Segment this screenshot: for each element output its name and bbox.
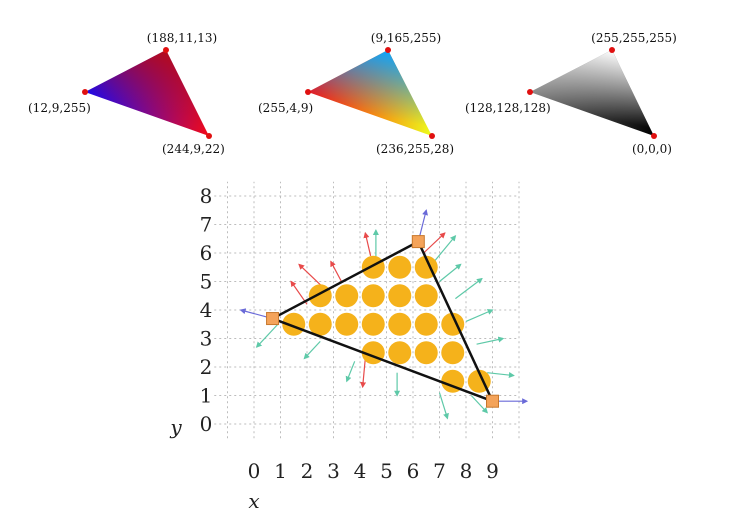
vertex-dot: [163, 47, 169, 53]
normal-arrow: [303, 340, 321, 360]
covered-pixel: [414, 341, 438, 365]
y-tick-label: 4: [200, 298, 213, 322]
y-tick-label: 5: [200, 270, 213, 294]
vertex-dot: [82, 89, 88, 95]
normal-arrow: [433, 234, 457, 262]
y-tick-label: 3: [200, 327, 213, 351]
x-axis-label: x: [248, 489, 259, 513]
x-tick-label: 5: [380, 459, 393, 483]
covered-pixel: [388, 341, 412, 365]
triangle-vertices: [266, 235, 499, 408]
covered-pixel: [388, 312, 412, 336]
y-tick-label: 2: [200, 355, 213, 379]
triangle-outline: [271, 240, 494, 403]
covered-pixels: [282, 255, 491, 393]
y-tick-label: 6: [200, 241, 213, 265]
x-tick-label: 1: [274, 459, 287, 483]
covered-pixel: [361, 284, 385, 308]
normal-arrow: [455, 277, 483, 300]
normal-arrow: [255, 323, 279, 348]
vertex-label-left: (12,9,255): [28, 101, 91, 115]
x-tick-label: 4: [354, 459, 367, 483]
y-tick-label: 8: [200, 184, 213, 208]
x-tick-label: 3: [327, 459, 340, 483]
grayscale-gradient-triangle: (255,255,255) (128,128,128) (0,0,0): [465, 31, 677, 156]
triangle-vertex-marker: [266, 312, 280, 326]
vertex-dot: [429, 133, 435, 139]
covered-pixel: [335, 284, 359, 308]
vertex-label-left: (128,128,128): [465, 101, 551, 115]
triangle-vertex-marker: [411, 235, 425, 249]
vertex-dot: [385, 47, 391, 53]
covered-pixel: [388, 255, 412, 279]
covered-pixel: [308, 312, 332, 336]
vertex-label-top: (9,165,255): [371, 31, 441, 45]
vertex-dot: [206, 133, 212, 139]
covered-pixel: [441, 341, 465, 365]
covered-pixel: [388, 284, 412, 308]
normal-arrow: [470, 395, 489, 414]
covered-pixel: [414, 312, 438, 336]
covered-pixel: [361, 255, 385, 279]
vertex-label-right: (236,255,28): [376, 142, 454, 156]
triangle-fill-overlay: [308, 50, 432, 136]
x-tick-label: 2: [301, 459, 314, 483]
covered-pixel: [308, 284, 332, 308]
vertex-dot: [527, 89, 533, 95]
vertex-label-right: (0,0,0): [632, 142, 672, 156]
triangle-vertex-marker: [486, 394, 499, 408]
vertex-label-top: (188,11,13): [147, 31, 217, 45]
covered-pixel: [361, 312, 385, 336]
vertex-label-right: (244,9,22): [162, 142, 225, 156]
y-tick-label: 1: [200, 384, 213, 408]
vertex-dot: [609, 47, 615, 53]
x-tick-label: 7: [433, 459, 446, 483]
covered-pixel: [414, 284, 438, 308]
normal-arrow: [360, 358, 367, 389]
triangle-fill-overlay: [530, 50, 654, 136]
covered-pixel: [441, 369, 465, 393]
x-tick-label: 8: [460, 459, 473, 483]
x-tick-label: 6: [407, 459, 420, 483]
y-axis-ticks: 0 1 2 3 4 5 6 7 8: [200, 184, 213, 436]
pixel-grid: [214, 181, 520, 439]
rgb-gradient-triangle: (188,11,13) (12,9,255) (244,9,22): [28, 31, 225, 156]
y-tick-label: 0: [200, 412, 213, 436]
vertex-label-top: (255,255,255): [591, 31, 677, 45]
normal-arrow: [438, 392, 449, 420]
rainbow-gradient-triangle: (9,165,255) (255,4,9) (236,255,28): [258, 31, 454, 156]
normal-arrow: [298, 263, 324, 288]
normal-arrow: [345, 361, 356, 383]
vertex-dot: [651, 133, 657, 139]
normal-arrow: [330, 260, 342, 282]
x-tick-label: 9: [486, 459, 499, 483]
normal-arrow: [439, 263, 462, 282]
normal-arrow: [476, 336, 505, 345]
triangle-fill-overlay: [85, 50, 209, 136]
normal-arrow: [487, 372, 515, 379]
normal-arrow: [363, 231, 372, 256]
vertex-dot: [305, 89, 311, 95]
normal-arrow: [423, 232, 446, 254]
covered-pixel: [335, 312, 359, 336]
y-axis-label: y: [169, 415, 182, 439]
normal-arrow: [465, 309, 494, 322]
vertex-label-left: (255,4,9): [258, 101, 313, 115]
x-tick-label: 0: [248, 459, 261, 483]
y-tick-label: 7: [200, 213, 213, 237]
